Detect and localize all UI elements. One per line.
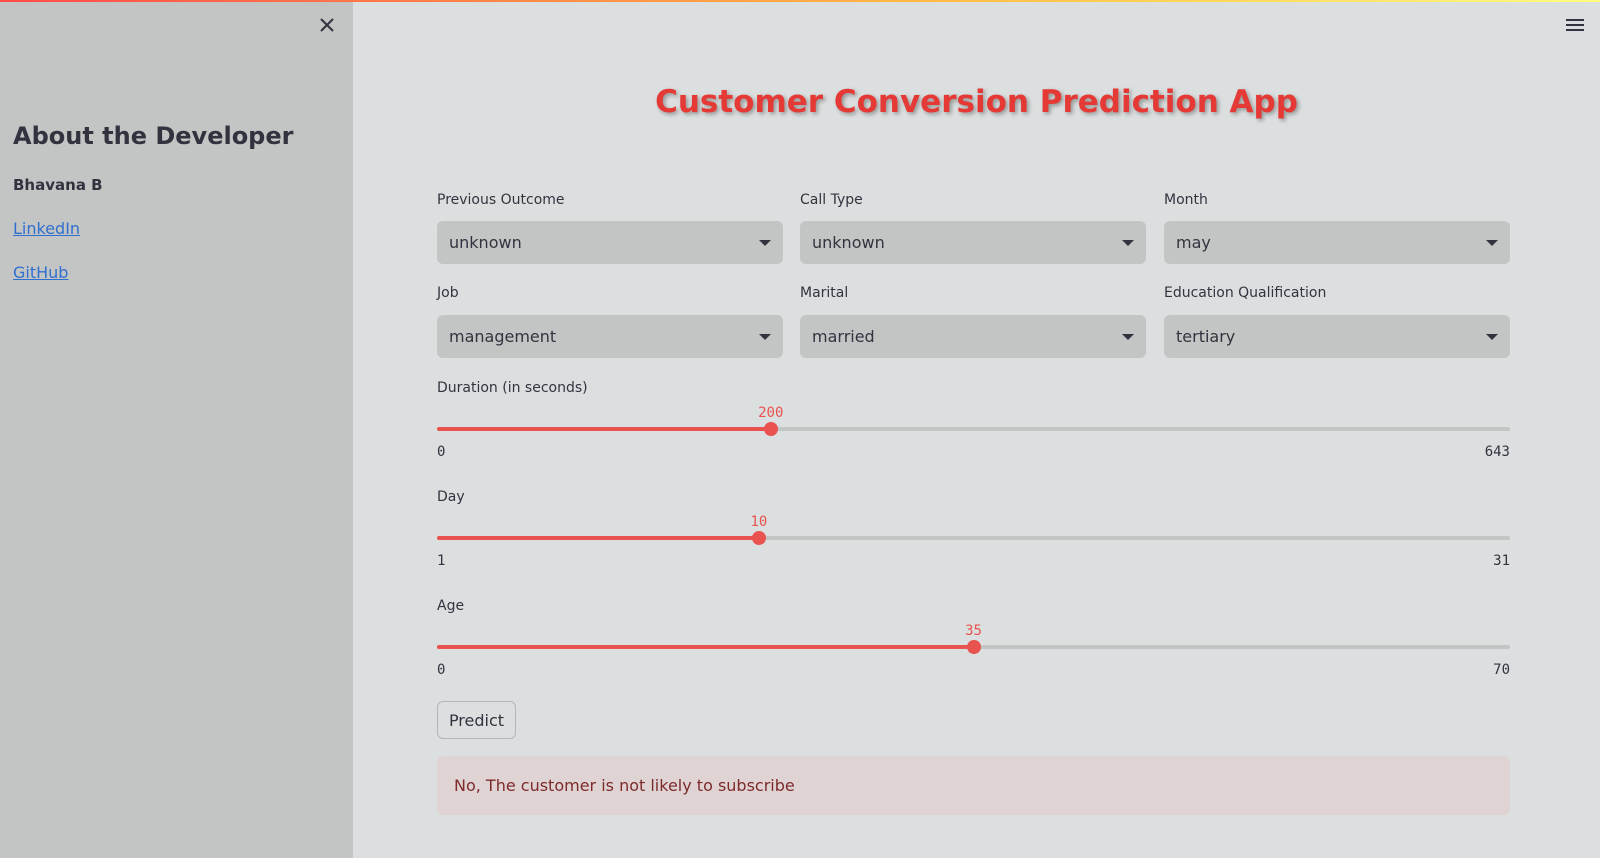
chevron-down-icon: [759, 239, 771, 246]
linkedin-link[interactable]: LinkedIn: [13, 219, 81, 238]
day-slider-track[interactable]: [437, 531, 1510, 545]
previous-outcome-value: unknown: [449, 233, 522, 252]
duration-slider-track[interactable]: [437, 422, 1510, 436]
predict-button[interactable]: Predict: [437, 701, 516, 739]
chevron-down-icon: [1486, 239, 1498, 246]
duration-label: Duration (in seconds): [437, 380, 588, 396]
top-accent-bar: [0, 0, 1600, 2]
marital-value: married: [812, 327, 875, 346]
close-sidebar-icon[interactable]: [316, 14, 338, 36]
sidebar: About the Developer Bhavana B LinkedIn G…: [0, 0, 353, 858]
duration-slider-thumb[interactable]: [763, 422, 778, 436]
job-select[interactable]: management: [437, 315, 783, 358]
previous-outcome-label: Previous Outcome: [437, 192, 565, 208]
month-label: Month: [1164, 192, 1208, 208]
age-label: Age: [437, 598, 465, 614]
marital-select[interactable]: married: [800, 315, 1146, 358]
duration-value: 200: [758, 405, 784, 421]
day-label: Day: [437, 489, 465, 505]
duration-min: 0: [437, 444, 446, 460]
age-slider-fill: [437, 645, 974, 649]
chevron-down-icon: [1486, 333, 1498, 340]
call-type-label: Call Type: [800, 192, 863, 208]
hamburger-menu-icon[interactable]: [1564, 15, 1586, 35]
day-slider-thumb[interactable]: [751, 531, 766, 545]
age-value: 35: [965, 623, 982, 639]
page-title: Customer Conversion Prediction App: [655, 84, 1298, 120]
sidebar-heading: About the Developer: [13, 122, 294, 150]
prediction-result-alert: No, The customer is not likely to subscr…: [437, 756, 1510, 815]
education-select[interactable]: tertiary: [1164, 315, 1510, 358]
education-value: tertiary: [1176, 327, 1236, 346]
day-value: 10: [750, 514, 768, 530]
day-min: 1: [437, 553, 446, 569]
chevron-down-icon: [759, 333, 771, 340]
job-label: Job: [437, 285, 459, 301]
age-slider-track[interactable]: [437, 640, 1510, 654]
age-max: 70: [1493, 662, 1510, 678]
age-slider-thumb[interactable]: [966, 640, 981, 654]
chevron-down-icon: [1122, 239, 1134, 246]
education-label: Education Qualification: [1164, 285, 1327, 301]
chevron-down-icon: [1122, 333, 1134, 340]
developer-name: Bhavana B: [13, 176, 103, 194]
call-type-value: unknown: [812, 233, 885, 252]
duration-slider-group: Duration (in seconds) 200 0 643: [437, 380, 1510, 460]
prediction-result-text: No, The customer is not likely to subscr…: [454, 776, 795, 795]
age-min: 0: [437, 662, 446, 678]
duration-max: 643: [1484, 444, 1510, 460]
day-slider-group: Day 10 1 31: [437, 489, 1510, 569]
duration-slider-fill: [437, 427, 771, 431]
job-value: management: [449, 327, 557, 346]
month-select[interactable]: may: [1164, 221, 1510, 264]
age-slider-group: Age 35 0 70: [437, 598, 1510, 678]
github-link[interactable]: GitHub: [13, 263, 69, 282]
main-content: Customer Conversion Prediction App Previ…: [353, 0, 1600, 858]
month-value: may: [1176, 233, 1211, 252]
day-slider-fill: [437, 536, 759, 540]
call-type-select[interactable]: unknown: [800, 221, 1146, 264]
marital-label: Marital: [800, 285, 849, 301]
day-max: 31: [1493, 553, 1510, 569]
previous-outcome-select[interactable]: unknown: [437, 221, 783, 264]
